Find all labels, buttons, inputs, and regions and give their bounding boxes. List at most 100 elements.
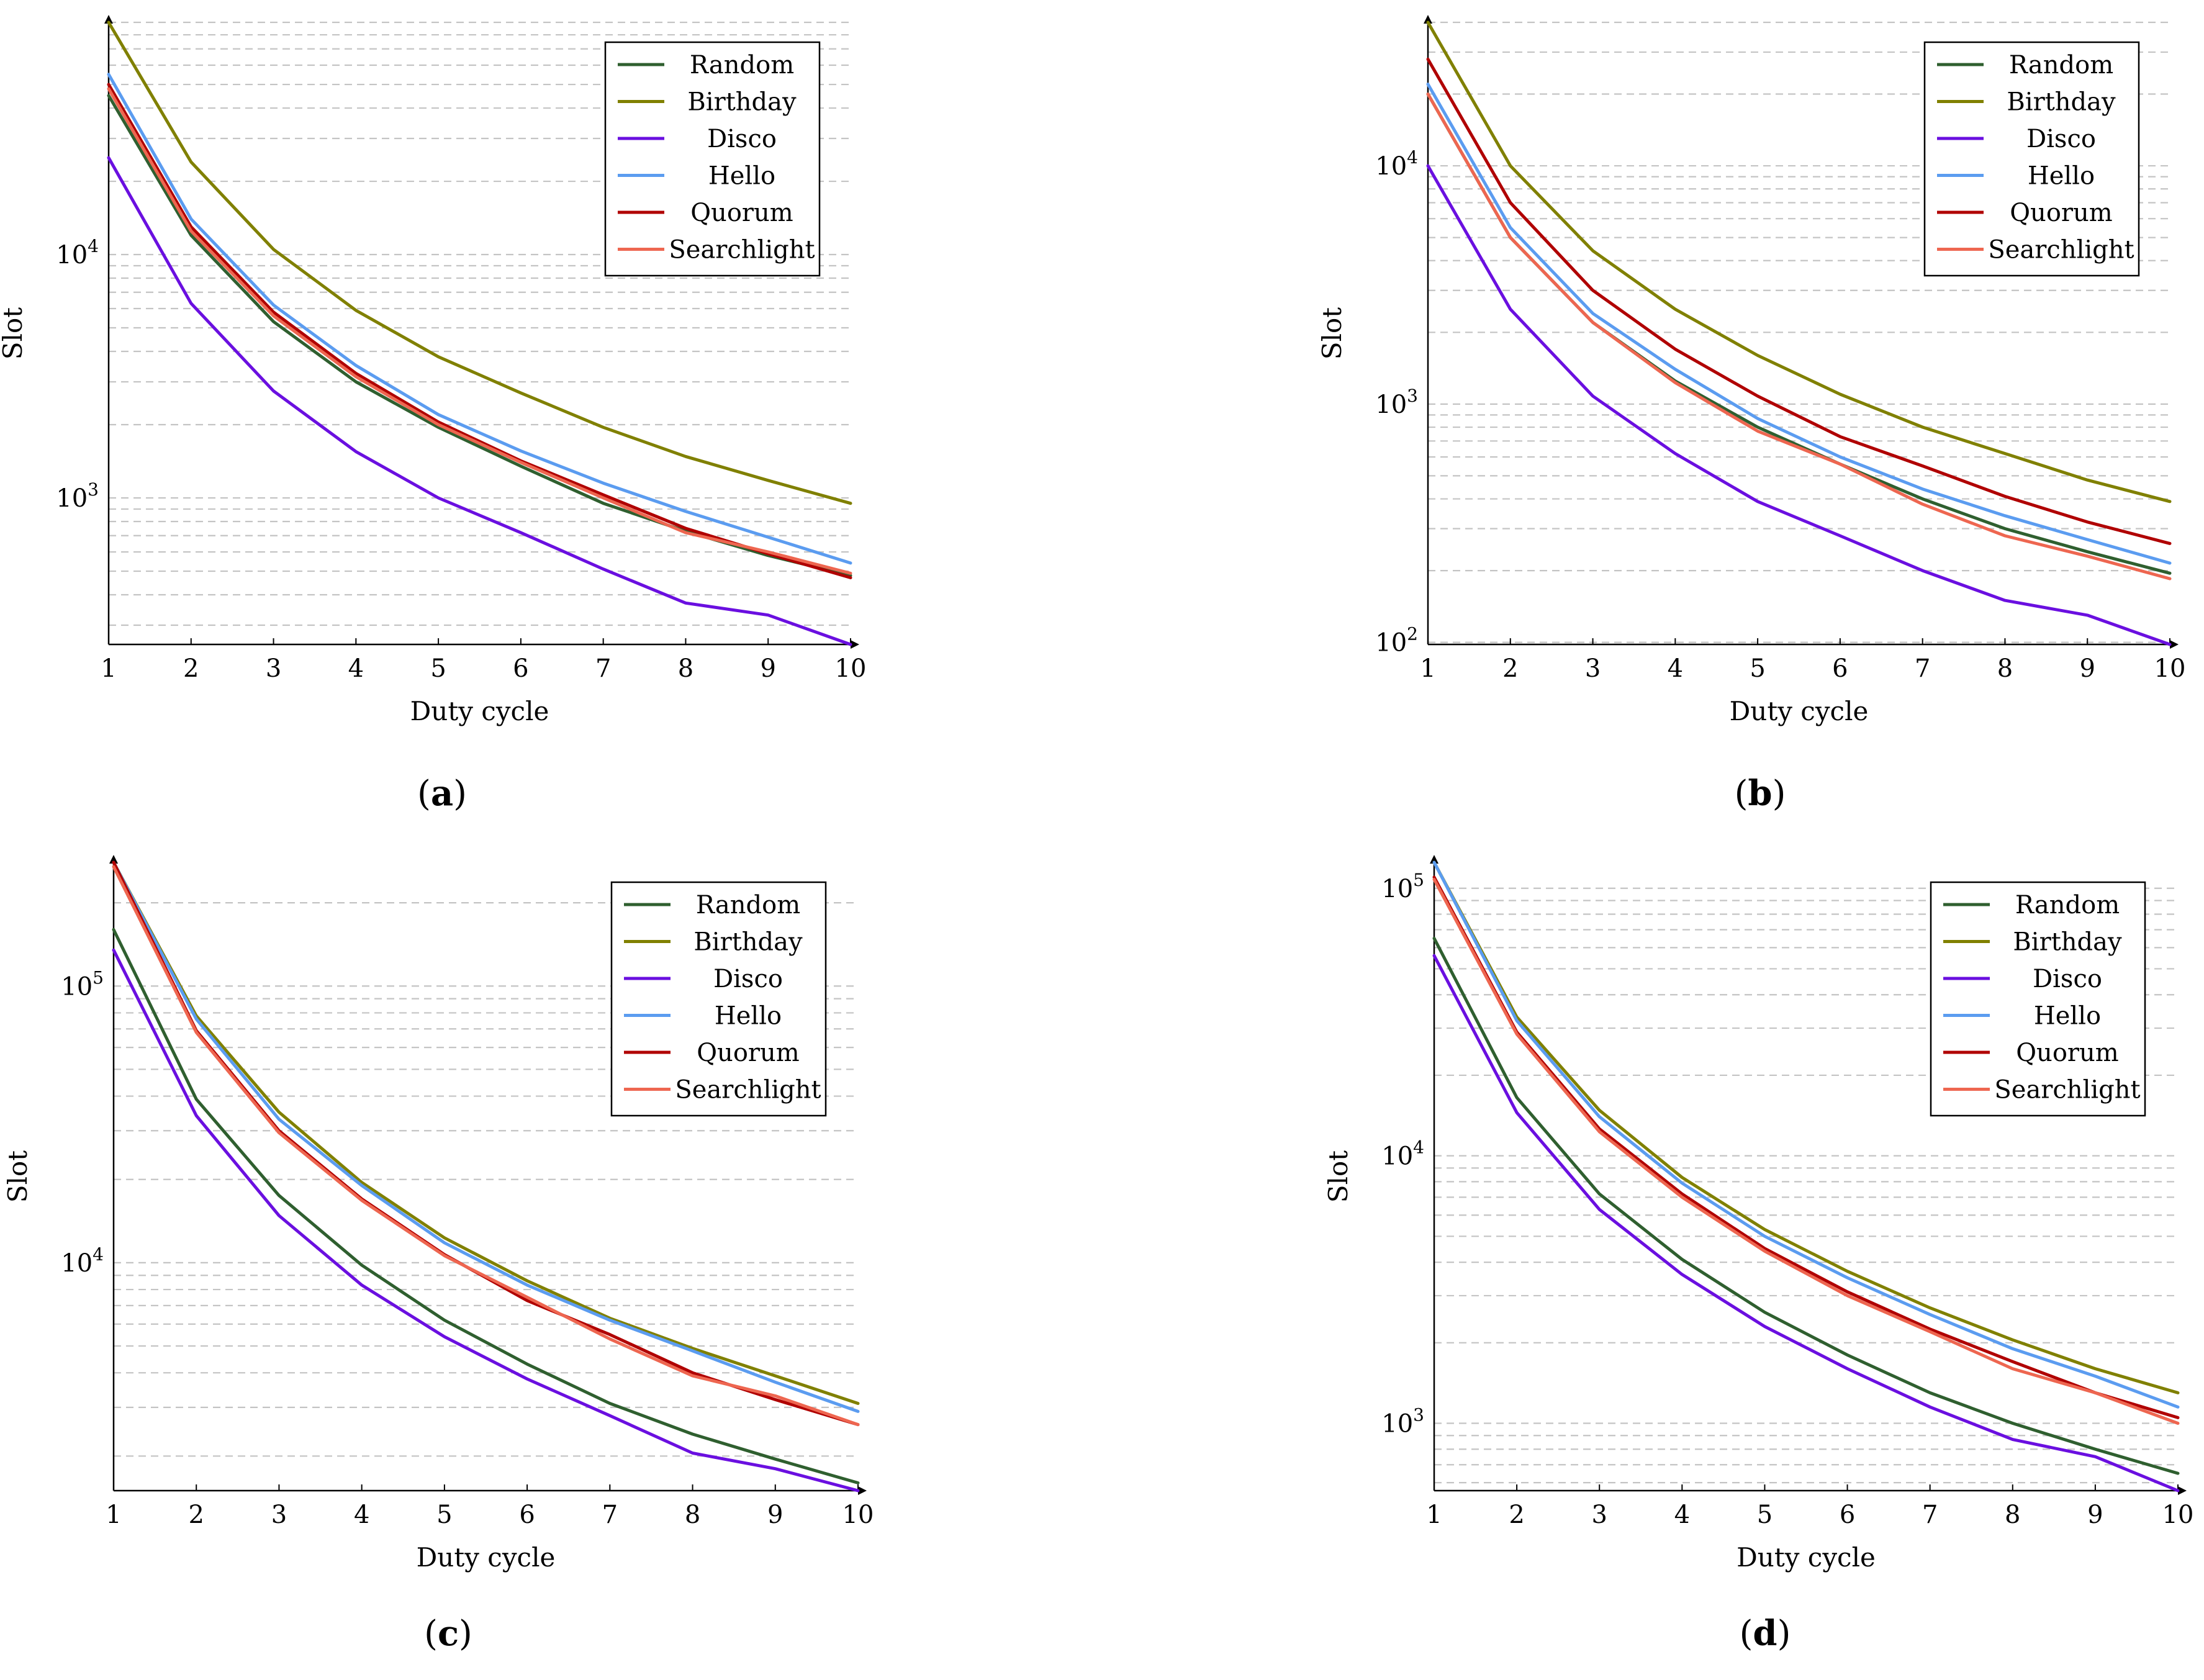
x-tick-label: 4 [348, 654, 364, 683]
x-tick-label: 8 [2005, 1501, 2020, 1529]
legend: Random Birthday Disco Hello Quorum Searchligh… [1923, 41, 2140, 277]
y-axis-label: Slot [1323, 1150, 1353, 1203]
y-axis-arrow [104, 15, 113, 24]
x-tick-label: 8 [678, 654, 693, 683]
legend-label-birthday: Birthday [2007, 88, 2116, 117]
legend-label-birthday: Birthday [687, 88, 797, 117]
legend-label-random: Random [2015, 891, 2120, 919]
panel-a: 1 2 3 4 5 6 7 8 9 10 103 104 Duty cycle Slot Random Bir… [0, 0, 1102, 840]
series-line-disco [112, 948, 860, 1493]
series-line-searchlight [1426, 93, 2172, 580]
x-tick-label: 4 [1674, 1501, 1690, 1529]
y-axis-arrow [109, 855, 118, 864]
x-tick-label: 7 [595, 654, 611, 683]
x-axis-arrow [858, 1486, 867, 1495]
x-tick-label: 2 [1509, 1501, 1524, 1529]
y-axis-label: Slot [0, 307, 28, 359]
panel-c: 1 2 3 4 5 6 7 8 9 10 104 105 Duty cycle Slot Random Bir… [0, 840, 1102, 1680]
legend-box [610, 881, 827, 1117]
x-tick-label: 2 [183, 654, 199, 683]
series-line-searchlight [107, 87, 852, 575]
series-line-disco [1432, 954, 2180, 1493]
series-line-hello [107, 73, 852, 565]
x-tick-label: 2 [1502, 654, 1518, 683]
x-axis-label: Duty cycle [1730, 696, 1869, 726]
series-line-disco [107, 156, 852, 646]
legend: Random Birthday Disco Hello Quorum Searchligh… [1930, 881, 2146, 1117]
panel-b: 1 2 3 4 5 6 7 8 9 10 102 103 104 Duty cycle Slot Random… [1102, 0, 2204, 840]
legend-label-quorum: Quorum [2016, 1039, 2118, 1067]
x-axis-arrow [2178, 1486, 2187, 1495]
x-axis-label: Duty cycle [410, 696, 549, 726]
x-tick-label: 6 [1832, 654, 1848, 683]
x-tick-label: 1 [1420, 654, 1435, 683]
legend-label-hello: Hello [708, 162, 775, 191]
legend-label-searchlight: Searchlight [1988, 236, 2134, 264]
legend-label-random: Random [696, 891, 800, 919]
series-line-birthday [107, 20, 852, 505]
legend-label-quorum: Quorum [697, 1039, 799, 1067]
x-tick-label: 9 [2079, 654, 2095, 683]
legend: Random Birthday Disco Hello Quorum Searchligh… [604, 41, 821, 277]
legend-label-hello: Hello [2034, 1002, 2101, 1031]
x-tick-label: 1 [106, 1501, 121, 1529]
y-tick-label: 102 [1375, 624, 1418, 657]
x-tick-label: 6 [1840, 1501, 1855, 1529]
y-tick-label: 103 [56, 479, 99, 513]
y-tick-label: 103 [1381, 1405, 1424, 1438]
series-line-birthday [112, 860, 860, 1405]
legend-label-disco: Disco [713, 965, 783, 993]
series-line-quorum [1426, 57, 2172, 545]
panel-d: 1 2 3 4 5 6 7 8 9 10 103 104 105 Duty cycle Slot Random… [1102, 840, 2204, 1680]
legend-label-disco: Disco [2026, 125, 2096, 153]
series-line-hello [1432, 860, 2180, 1409]
series-line-random [112, 928, 860, 1484]
x-tick-label: 8 [685, 1501, 700, 1529]
x-tick-label: 7 [1915, 654, 1930, 683]
legend-label-disco: Disco [2033, 965, 2102, 993]
series-line-searchlight [1432, 877, 2180, 1425]
x-tick-label: 10 [842, 1501, 874, 1529]
caption-d: (d) [1739, 1613, 1791, 1654]
x-tick-label: 7 [602, 1501, 618, 1529]
x-tick-label: 10 [2162, 1501, 2194, 1529]
y-tick-label: 105 [1381, 870, 1424, 903]
legend-label-searchlight: Searchlight [1994, 1076, 2140, 1104]
x-tick-label: 3 [1591, 1501, 1607, 1529]
chart-svg-c: 1 2 3 4 5 6 7 8 9 10 104 105 Duty cycle Slot Random Bir… [2, 855, 874, 1573]
legend-label-searchlight: Searchlight [669, 236, 815, 264]
y-tick-label: 105 [61, 967, 104, 1001]
legend-label-birthday: Birthday [693, 928, 803, 957]
x-tick-label: 9 [2087, 1501, 2103, 1529]
series-line-disco [1426, 164, 2172, 646]
x-tick-label: 3 [266, 654, 281, 683]
x-tick-label: 5 [1757, 1501, 1773, 1529]
x-tick-label: 10 [835, 654, 867, 683]
y-tick-label: 104 [1381, 1137, 1424, 1171]
legend-label-quorum: Quorum [690, 199, 793, 227]
x-tick-label: 6 [519, 1501, 535, 1529]
x-axis-label: Duty cycle [1737, 1542, 1876, 1573]
caption-b: (b) [1734, 773, 1786, 814]
x-tick-label: 5 [430, 654, 446, 683]
legend-label-birthday: Birthday [2013, 928, 2122, 957]
x-tick-label: 3 [271, 1501, 287, 1529]
x-tick-label: 4 [354, 1501, 369, 1529]
x-axis-label: Duty cycle [417, 1542, 556, 1573]
y-axis-arrow [1424, 15, 1432, 24]
y-tick-label: 104 [61, 1244, 104, 1278]
series-line-random [1432, 936, 2180, 1475]
y-axis-label: Slot [1317, 307, 1347, 359]
x-axis-arrow [2170, 640, 2179, 649]
chart-svg-d: 1 2 3 4 5 6 7 8 9 10 103 104 105 Duty cycle Slot Random… [1323, 855, 2194, 1573]
caption-a: (a) [417, 773, 467, 814]
legend-label-hello: Hello [715, 1002, 782, 1031]
series-line-searchlight [112, 865, 860, 1427]
x-tick-label: 6 [513, 654, 528, 683]
x-tick-label: 9 [767, 1501, 783, 1529]
x-tick-label: 8 [1997, 654, 2013, 683]
series-line-hello [1426, 83, 2172, 565]
series-line-birthday [1432, 860, 2180, 1394]
x-tick-label: 5 [1750, 654, 1765, 683]
legend-box [1923, 41, 2140, 277]
